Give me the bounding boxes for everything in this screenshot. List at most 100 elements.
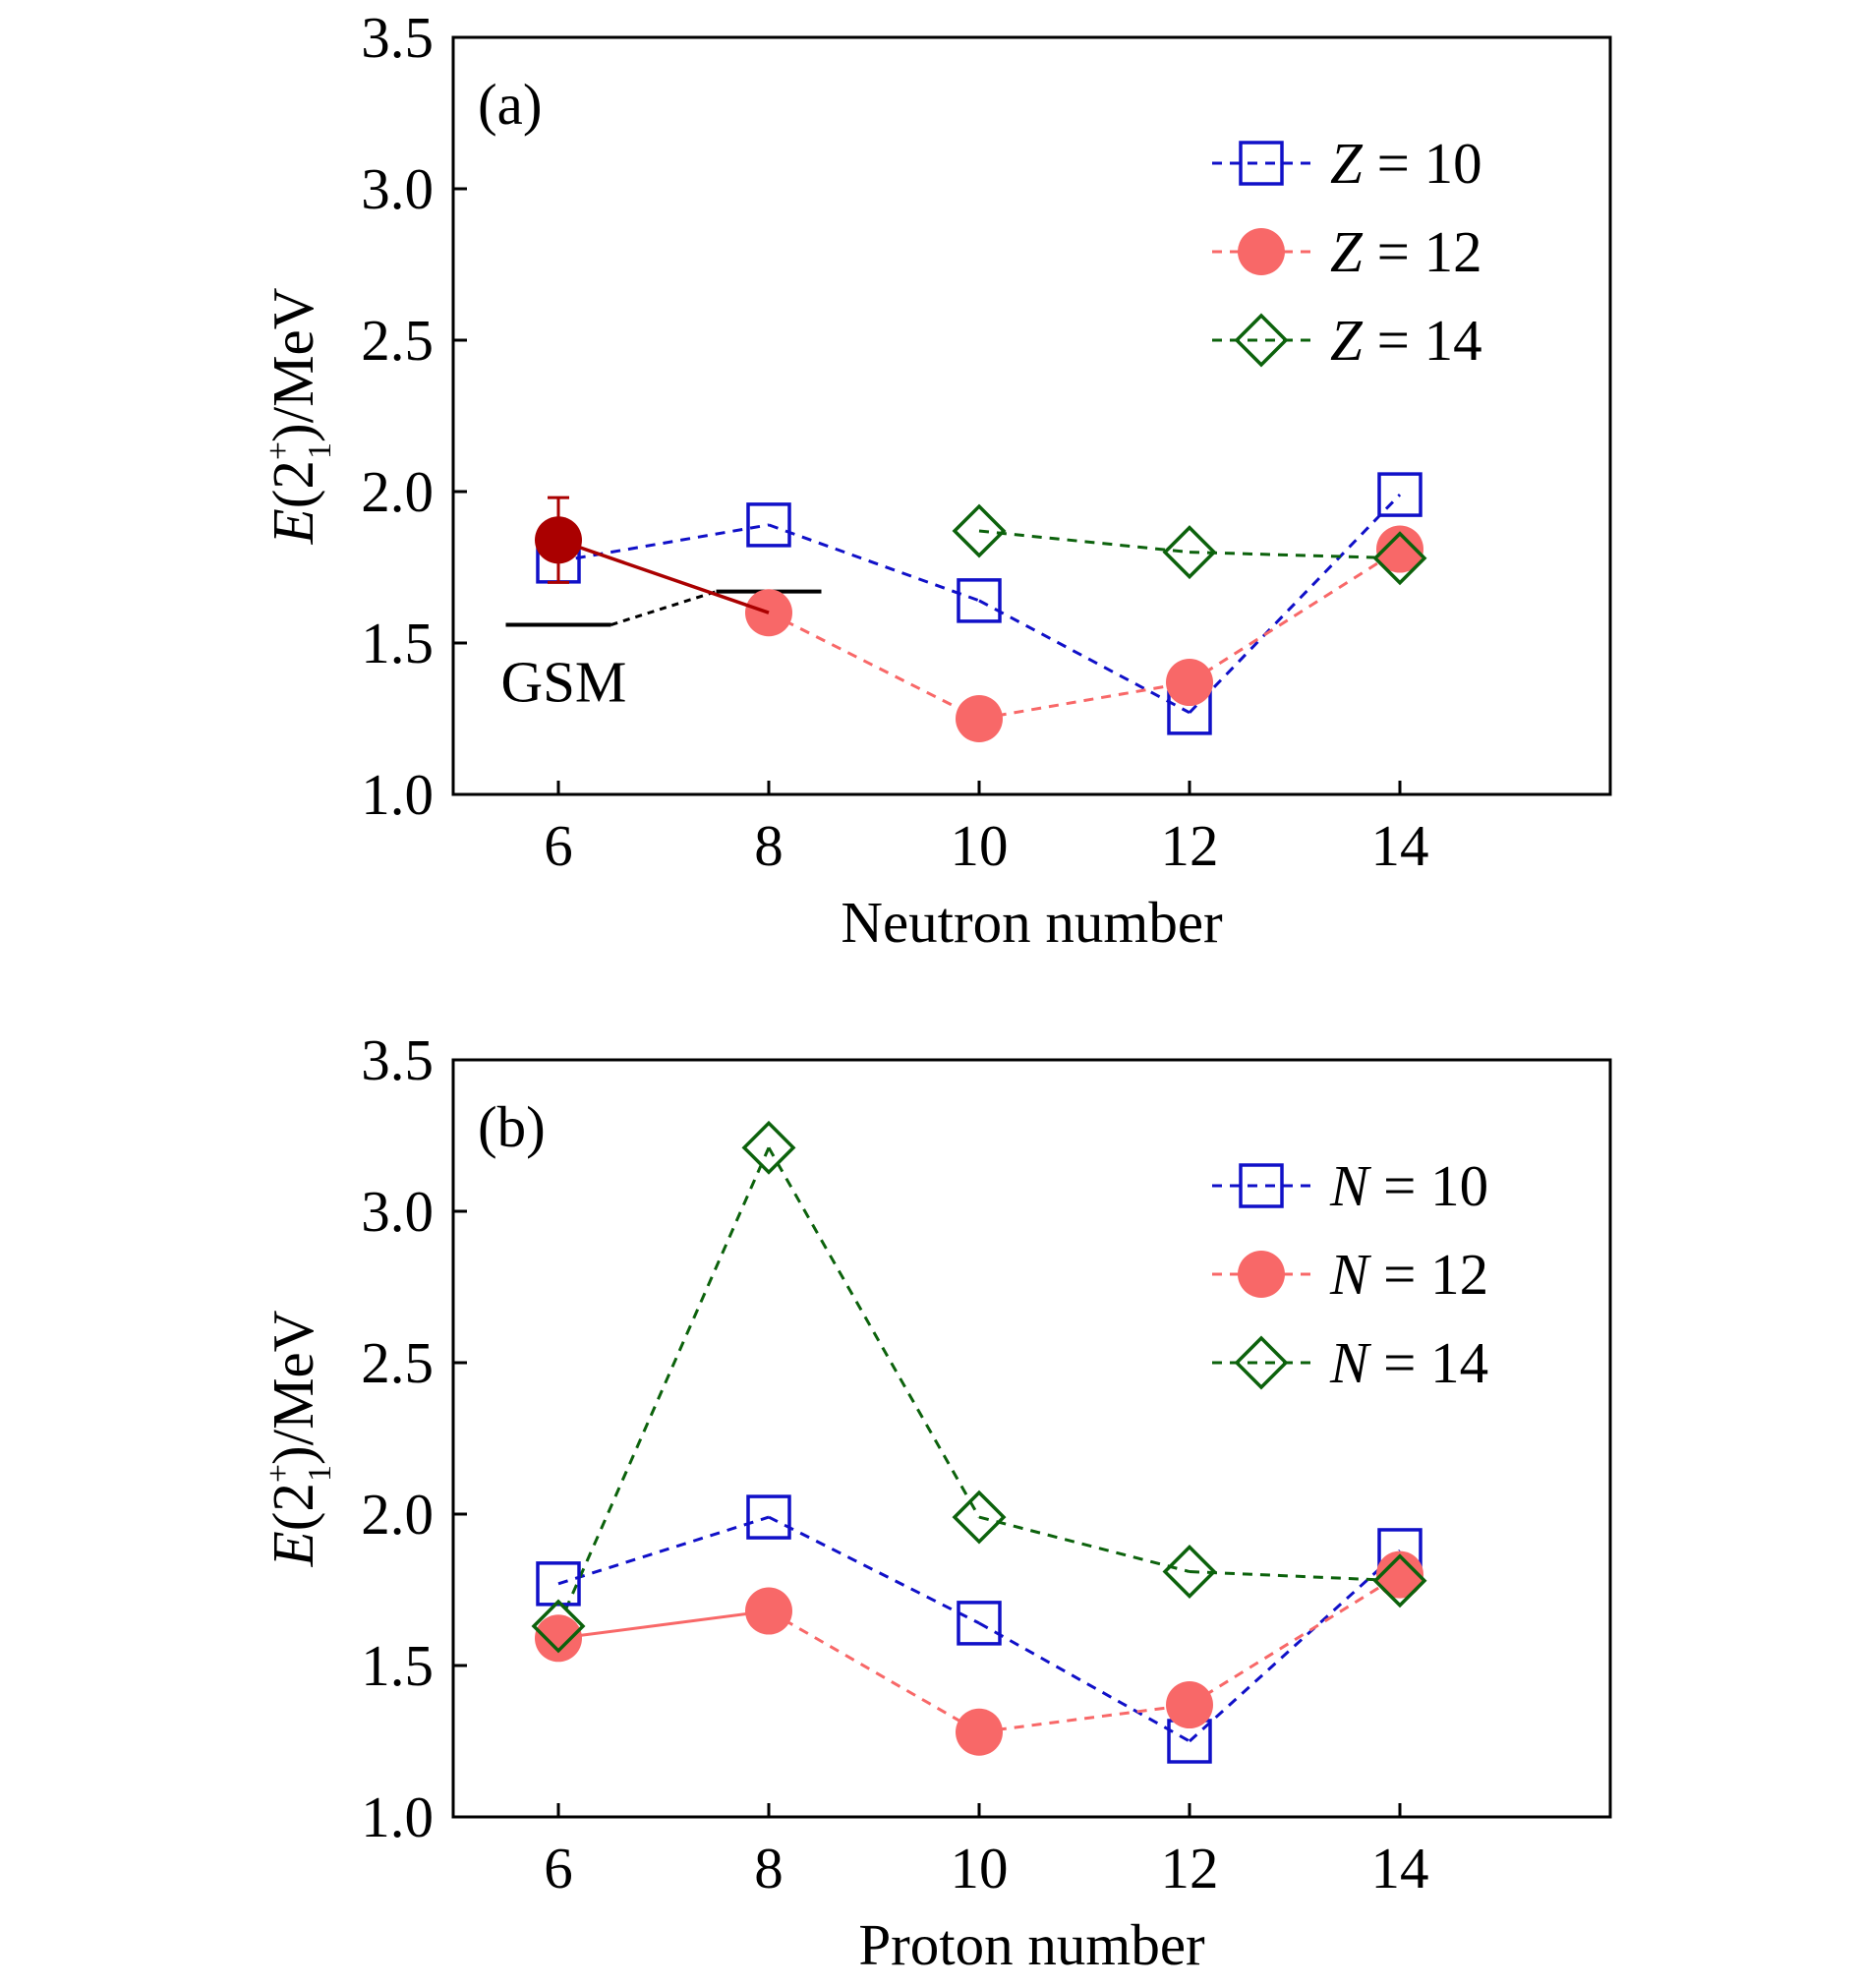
series-line-segment [768, 611, 980, 721]
series-line-segment [1189, 548, 1401, 684]
legend-label: N = 14 [1329, 1330, 1488, 1395]
y-tick-label: 1.0 [361, 762, 434, 827]
legend-marker-diamond [1234, 1335, 1289, 1390]
data-point-circle [745, 1587, 792, 1635]
data-point-diamond [952, 503, 1007, 558]
data-point-diamond [1372, 531, 1427, 586]
x-axis-label: Neutron number [841, 890, 1223, 955]
data-point-square [957, 1601, 1002, 1646]
series-line-segment [557, 1515, 770, 1586]
series-line-segment [557, 1609, 770, 1640]
panel-label: (a) [478, 72, 542, 137]
legend-marker-circle [1238, 1251, 1285, 1298]
series-line-segment [768, 523, 980, 603]
legend-label-value: = 14 [1363, 308, 1482, 373]
data-point-diamond [741, 1120, 796, 1175]
x-tick-label: 6 [544, 813, 573, 878]
data-point-diamond [531, 1599, 586, 1654]
series-line-segment [978, 599, 1190, 715]
series-line-segment [557, 523, 770, 563]
y-axis-label-rest: )/MeV [261, 288, 325, 442]
legend-marker-square [1239, 141, 1284, 186]
y-tick-label: 3.0 [361, 156, 434, 221]
series-line-segment [978, 680, 1190, 721]
x-tick-label: 8 [754, 813, 784, 878]
legend-label-value: = 10 [1363, 131, 1482, 196]
series-line-segment [1189, 551, 1401, 560]
y-tick-label: 1.5 [361, 1633, 434, 1698]
series-line-segment [1189, 1573, 1401, 1707]
x-tick-label: 12 [1161, 1836, 1219, 1900]
y-axis-label: E(2+ 1)/MeV [261, 1311, 338, 1568]
x-tick-label: 14 [1371, 1836, 1429, 1900]
series-line-segment [768, 1515, 980, 1625]
legend-label: Z = 10 [1330, 131, 1482, 196]
legend-label: Z = 14 [1330, 308, 1482, 373]
y-tick-label: 3.5 [361, 1027, 434, 1092]
data-point-circle [1376, 525, 1423, 573]
data-point-square [957, 578, 1002, 623]
series-line-segment [1188, 494, 1402, 714]
legend-label-var: Z [1330, 131, 1364, 196]
legend-label: N = 10 [1329, 1153, 1488, 1218]
y-axis-label-sup: + [261, 1464, 297, 1483]
x-tick-label: 6 [544, 1836, 573, 1900]
legend-label-var: Z [1330, 308, 1364, 373]
y-axis-label-sub: 1 [302, 1465, 338, 1482]
y-axis-label-paren: (2 [261, 1483, 325, 1531]
y-axis-label-sup: + [261, 441, 297, 460]
x-axis-label: Proton number [858, 1912, 1205, 1977]
y-tick-label: 3.5 [361, 5, 434, 70]
y-axis-label-sub: 1 [302, 442, 338, 459]
y-axis-label-paren: (2 [261, 460, 325, 508]
panel-label: (b) [478, 1094, 546, 1159]
experimental-point [535, 516, 582, 564]
y-tick-label: 2.5 [361, 308, 434, 373]
x-tick-label: 12 [1161, 813, 1219, 878]
data-point-diamond [952, 1490, 1007, 1545]
series-line-segment [978, 529, 1190, 555]
y-axis-label: E(2+ 1)/MeV [261, 288, 338, 546]
series-line-segment [978, 1703, 1190, 1734]
y-tick-label: 2.5 [361, 1330, 434, 1395]
plot-frame [451, 1058, 1612, 1819]
data-point-diamond [1162, 525, 1217, 580]
data-point-circle [535, 1614, 582, 1663]
y-axis-label-var: E [261, 1531, 325, 1567]
data-point-square [536, 1561, 581, 1607]
series-line-segment [978, 1621, 1190, 1743]
x-tick-label: 14 [1371, 813, 1429, 878]
data-point-circle [1166, 1681, 1213, 1729]
y-axis-label-var: E [261, 508, 325, 545]
legend-label: N = 12 [1329, 1242, 1488, 1307]
data-point-circle [956, 1708, 1003, 1756]
x-tick-label: 10 [951, 813, 1009, 878]
legend-label-var: Z [1330, 219, 1364, 284]
series-line-segment [767, 1146, 981, 1518]
panel-b: 6 8 10 12 14 1.0 1.5 2.0 2.5 3.0 3.5 Proton number E… [261, 1027, 1612, 1977]
data-point-square [1377, 472, 1423, 517]
legend-label-value: = 12 [1368, 1242, 1488, 1307]
legend-label-var: N [1329, 1153, 1372, 1218]
data-point-square [746, 502, 791, 548]
y-tick-label: 2.0 [361, 1482, 434, 1547]
y-axis-label-rest: )/MeV [261, 1311, 325, 1465]
y-tick-label: 1.5 [361, 611, 434, 675]
data-point-square [746, 1494, 791, 1540]
experiment-line [557, 538, 770, 614]
legend-marker-diamond [1234, 313, 1289, 368]
legend-label-value: = 14 [1368, 1330, 1488, 1395]
y-tick-label: 3.0 [361, 1179, 434, 1244]
data-point-diamond [1162, 1545, 1217, 1599]
data-point-circle [1166, 659, 1213, 707]
data-point-diamond [1372, 1553, 1427, 1608]
y-tick-label: 2.0 [361, 459, 434, 524]
gsm-label: GSM [501, 650, 627, 715]
series-line-segment [1189, 1570, 1401, 1583]
legend-marker-circle [1238, 228, 1285, 275]
data-point-circle [1376, 1550, 1423, 1599]
y-tick-label: 1.0 [361, 1784, 434, 1849]
legend-label-value: = 10 [1368, 1153, 1488, 1218]
x-tick-label: 8 [754, 1836, 784, 1900]
